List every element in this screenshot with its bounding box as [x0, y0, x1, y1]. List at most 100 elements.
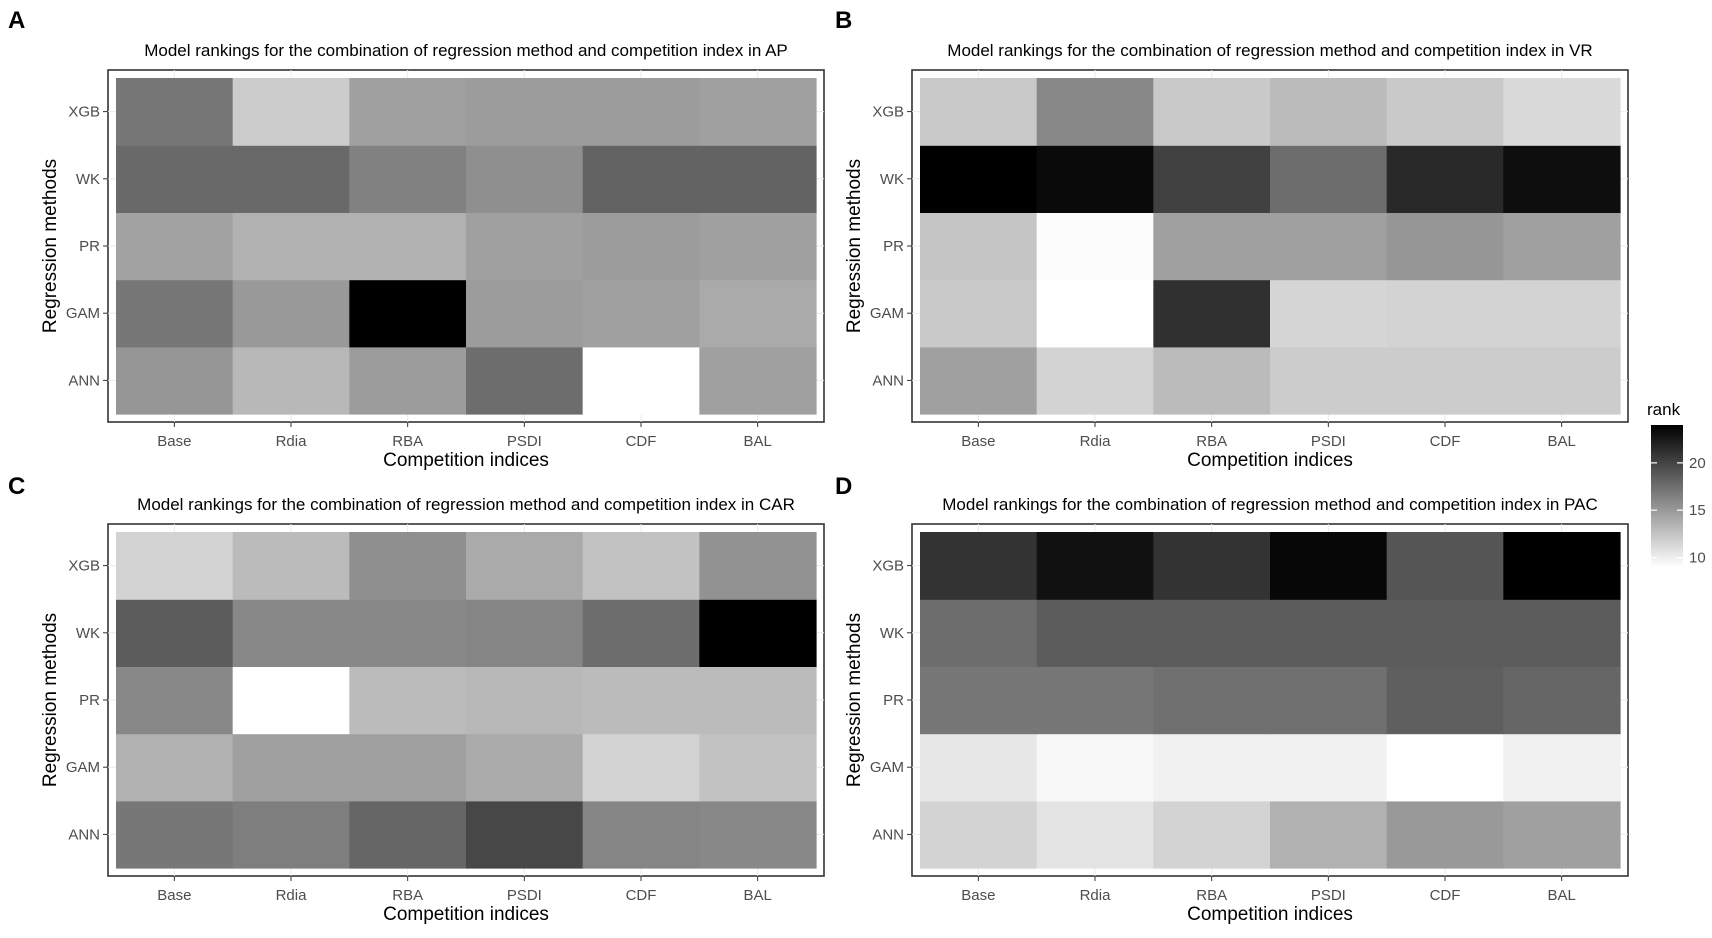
colorbar-tick-label: 10 [1689, 550, 1706, 567]
panel-label: C [8, 473, 25, 500]
y-tick-label: PR [79, 692, 100, 709]
heatmap-cell-pr-rdia [1036, 212, 1154, 281]
x-tick-label: Base [961, 887, 995, 904]
x-tick-label: PSDI [507, 433, 542, 450]
heatmap-cell-wk-bal [699, 145, 817, 213]
x-tick-label: RBA [1196, 887, 1227, 904]
x-tick-label: PSDI [507, 887, 542, 904]
heatmap-cell-pr-cdf [1386, 666, 1504, 735]
heatmap-cell-gam-bal [699, 733, 817, 802]
heatmap-cell-gam-bal [1503, 279, 1621, 348]
heatmap-cell-xgb-psdi [466, 78, 584, 146]
y-tick-label: XGB [872, 558, 904, 575]
x-tick-label: Rdia [1080, 433, 1112, 450]
heatmap-cell-wk-base [920, 599, 1038, 667]
x-tick-label: CDF [1430, 887, 1461, 904]
heatmap-cell-wk-psdi [466, 599, 584, 667]
heatmap-cell-gam-rdia [1036, 279, 1154, 348]
y-axis-label: Regression methods [844, 159, 865, 333]
heatmap-cell-gam-base [116, 733, 234, 802]
y-tick-label: PR [883, 238, 904, 255]
heatmap-cell-ann-rdia [232, 800, 350, 869]
chart-title: Model rankings for the combination of re… [942, 495, 1598, 514]
heatmap-cell-xgb-bal [1503, 532, 1621, 600]
heatmap-cell-wk-rba [1153, 145, 1271, 213]
heatmap-cell-ann-psdi [466, 800, 584, 869]
heatmap-cell-ann-bal [699, 346, 817, 415]
heatmap-cell-pr-base [116, 666, 234, 735]
heatmap-cell-wk-bal [1503, 145, 1621, 213]
y-tick-label: XGB [872, 104, 904, 121]
heatmap-cell-ann-cdf [582, 346, 700, 415]
heatmap-cell-xgb-psdi [466, 532, 584, 600]
heatmap-cell-ann-rdia [1036, 346, 1154, 415]
x-tick-label: Rdia [276, 433, 308, 450]
panel-b: Base Rdia RBA PSDI CDF BAL ANN GAM PR WK XGB Model … [835, 7, 1629, 471]
heatmap-cell-ann-rba [349, 346, 467, 415]
heatmap-cell-pr-rdia [1036, 666, 1154, 735]
heatmap-cell-wk-psdi [1270, 599, 1388, 667]
heatmap-cell-gam-rba [1153, 279, 1271, 348]
heatmap-cell-xgb-base [116, 532, 234, 600]
heatmap-cell-gam-rdia [232, 279, 350, 348]
panel-a: Base Rdia RBA PSDI CDF BAL ANN GAM PR WK XGB Model … [8, 7, 825, 471]
heatmap-cell-wk-base [116, 599, 234, 667]
heatmap-cell-wk-cdf [582, 599, 700, 667]
heatmap-cell-gam-rdia [232, 733, 350, 802]
x-axis-label: Competition indices [383, 904, 549, 925]
x-tick-label: RBA [1196, 433, 1227, 450]
heatmap-cell-ann-cdf [1386, 346, 1504, 415]
heatmap-cell-xgb-rdia [232, 532, 350, 600]
heatmap-cell-pr-base [920, 212, 1038, 281]
heatmap-cell-wk-base [116, 145, 234, 213]
x-tick-label: Base [961, 433, 995, 450]
heatmap-cell-xgb-bal [699, 532, 817, 600]
colorbar-gradient [1651, 425, 1683, 567]
chart-title: Model rankings for the combination of re… [137, 495, 795, 514]
heatmap-cell-ann-rdia [232, 346, 350, 415]
heatmap-cell-gam-cdf [1386, 279, 1504, 348]
heatmap-cell-ann-base [920, 346, 1038, 415]
heatmap-cell-pr-cdf [1386, 212, 1504, 281]
heatmap-cell-ann-rba [1153, 800, 1271, 869]
x-axis-label: Competition indices [383, 450, 549, 471]
y-tick-label: ANN [68, 372, 100, 389]
heatmap-cell-wk-bal [1503, 599, 1621, 667]
heatmap-cell-xgb-base [116, 78, 234, 146]
panel-d: Base Rdia RBA PSDI CDF BAL ANN GAM PR WK XGB Model … [835, 473, 1629, 925]
x-tick-label: Rdia [276, 887, 308, 904]
heatmap-cell-wk-rba [349, 599, 467, 667]
heatmap-cell-xgb-bal [1503, 78, 1621, 146]
heatmap-cell-xgb-rba [1153, 532, 1271, 600]
heatmap-cell-pr-rba [1153, 212, 1271, 281]
x-tick-label: BAL [1547, 887, 1575, 904]
heatmap-cell-wk-rba [349, 145, 467, 213]
y-tick-label: GAM [870, 305, 904, 322]
heatmap-cell-gam-psdi [466, 733, 584, 802]
heatmap-cell-pr-psdi [1270, 212, 1388, 281]
heatmap-cell-wk-cdf [1386, 145, 1504, 213]
x-tick-label: BAL [743, 433, 771, 450]
panel-label: B [835, 7, 852, 34]
x-tick-label: CDF [626, 433, 657, 450]
heatmap-cell-pr-rdia [232, 212, 350, 281]
heatmap-cell-ann-psdi [1270, 346, 1388, 415]
heatmap-cell-gam-base [920, 279, 1038, 348]
heatmap-cell-xgb-cdf [1386, 78, 1504, 146]
heatmap-cell-gam-rdia [1036, 733, 1154, 802]
x-tick-label: RBA [392, 887, 423, 904]
y-tick-label: WK [76, 171, 100, 188]
heatmap-cell-ann-rba [349, 800, 467, 869]
heatmap-cell-pr-bal [1503, 212, 1621, 281]
y-tick-label: WK [880, 625, 904, 642]
heatmap-cell-xgb-rdia [232, 78, 350, 146]
y-tick-label: WK [76, 625, 100, 642]
heatmap-cell-ann-cdf [582, 800, 700, 869]
heatmap-cell-pr-psdi [466, 666, 584, 735]
x-tick-label: Base [157, 433, 191, 450]
panel-c: Base Rdia RBA PSDI CDF BAL ANN GAM PR WK XGB Model … [8, 473, 825, 925]
heatmap-cell-gam-psdi [1270, 279, 1388, 348]
heatmap-cell-pr-psdi [466, 212, 584, 281]
heatmap-cell-gam-psdi [1270, 733, 1388, 802]
heatmap-cell-wk-base [920, 145, 1038, 213]
